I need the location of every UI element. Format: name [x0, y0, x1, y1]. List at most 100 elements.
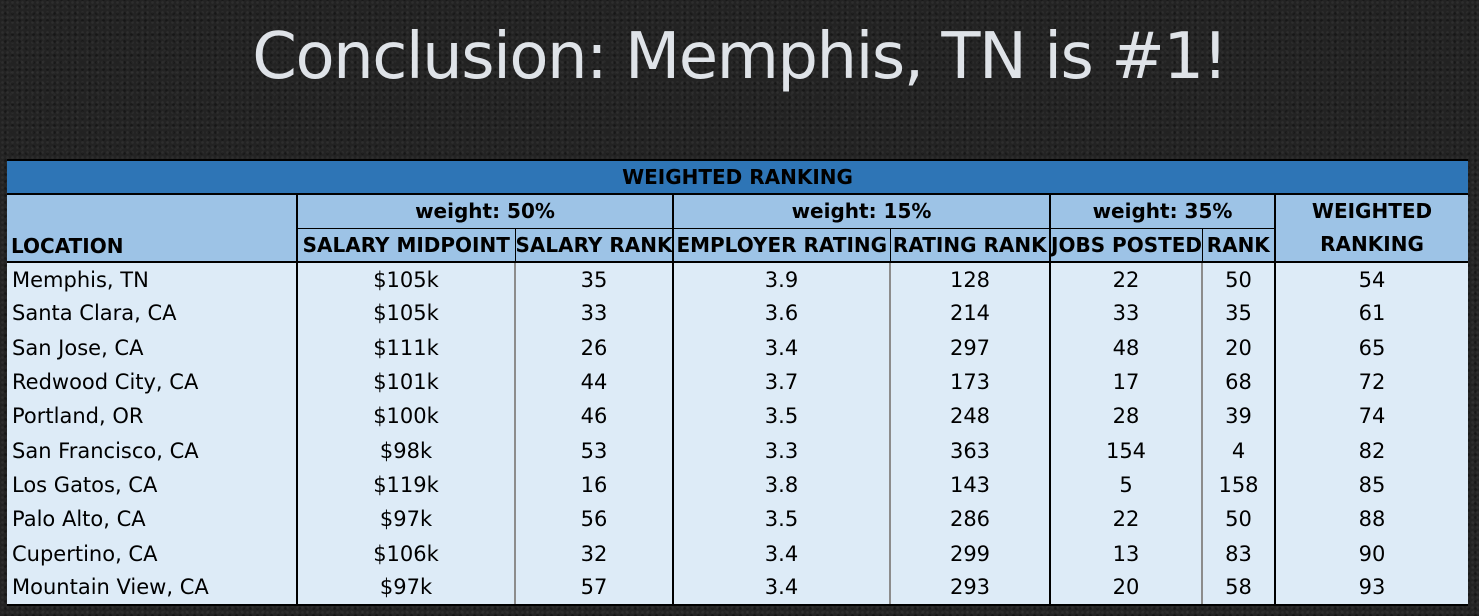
table-row: Mountain View, CA $97k 57 3.4 293 20 58 93: [7, 570, 1469, 606]
cell-weighted-ranking: 82: [1273, 433, 1469, 468]
cell-location: Santa Clara, CA: [12, 301, 177, 326]
table-row: Los Gatos, CA $119k 16 3.8 143 5 158 85: [7, 467, 1469, 503]
cell-salary-midpoint: $105k: [296, 296, 515, 331]
table-banner: WEIGHTED RANKING: [7, 159, 1469, 195]
cell-employer-rating: 3.8: [672, 467, 890, 503]
cell-jobs-posted: 28: [1049, 399, 1202, 434]
salary-midpoint-header: SALARY MIDPOINT: [296, 228, 515, 263]
cell-location: San Francisco, CA: [12, 438, 199, 463]
cell-location: Cupertino, CA: [12, 541, 158, 566]
cell-rating-rank: 248: [889, 399, 1050, 434]
cell-jobs-rank: 83: [1201, 536, 1275, 571]
cell-rating-rank: 297: [889, 330, 1050, 365]
cell-employer-rating: 3.4: [672, 570, 890, 606]
cell-weighted-ranking: 72: [1273, 364, 1469, 400]
cell-salary-midpoint: $106k: [296, 536, 515, 571]
cell-employer-rating: 3.4: [672, 330, 890, 365]
cell-employer-rating: 3.3: [672, 433, 890, 468]
cell-location: Portland, OR: [12, 404, 144, 429]
jobs-weight: weight: 35%: [1049, 194, 1275, 229]
cell-jobs-rank: 158: [1201, 467, 1275, 503]
cell-salary-midpoint: $100k: [296, 399, 515, 434]
location-header: LOCATION: [7, 194, 297, 263]
cell-salary-rank: 26: [514, 330, 673, 365]
salary-weight: weight: 50%: [296, 194, 673, 229]
jobs-posted-header: JOBS POSTED: [1049, 228, 1202, 263]
cell-salary-midpoint: $97k: [296, 570, 515, 606]
cell-rating-rank: 363: [889, 433, 1050, 468]
cell-weighted-ranking: 65: [1273, 330, 1469, 365]
table-row: Palo Alto, CA $97k 56 3.5 286 22 50 88: [7, 502, 1469, 537]
cell-rating-rank: 286: [889, 502, 1050, 537]
table-row: San Francisco, CA $98k 53 3.3 363 154 4 82: [7, 433, 1469, 468]
cell-salary-midpoint: $111k: [296, 330, 515, 365]
cell-salary-midpoint: $101k: [296, 364, 515, 400]
table-row: Santa Clara, CA $105k 33 3.6 214 33 35 61: [7, 296, 1469, 331]
cell-jobs-posted: 17: [1049, 364, 1202, 400]
cell-jobs-rank: 35: [1201, 296, 1275, 331]
cell-jobs-rank: 50: [1201, 502, 1275, 537]
cell-rating-rank: 128: [889, 262, 1050, 297]
cell-jobs-rank: 50: [1201, 262, 1275, 297]
cell-weighted-ranking: 88: [1273, 502, 1469, 537]
cell-rating-rank: 299: [889, 536, 1050, 571]
cell-location: Memphis, TN: [12, 267, 149, 292]
cell-weighted-ranking: 74: [1273, 399, 1469, 434]
cell-salary-rank: 44: [514, 364, 673, 400]
cell-salary-rank: 46: [514, 399, 673, 434]
table-row: Redwood City, CA $101k 44 3.7 173 17 68 72: [7, 364, 1469, 400]
cell-employer-rating: 3.5: [672, 502, 890, 537]
cell-employer-rating: 3.6: [672, 296, 890, 331]
cell-salary-rank: 32: [514, 536, 673, 571]
weighted-ranking-header: WEIGHTED RANKING: [1273, 194, 1469, 263]
cell-location: Mountain View, CA: [7, 570, 297, 606]
cell-jobs-rank: 39: [1201, 399, 1275, 434]
cell-salary-rank: 16: [514, 467, 673, 503]
rating-weight: weight: 15%: [672, 194, 1050, 229]
cell-jobs-posted: 48: [1049, 330, 1202, 365]
cell-location: San Jose, CA: [12, 335, 144, 360]
cell-weighted-ranking: 54: [1273, 262, 1469, 297]
cell-jobs-rank: 4: [1201, 433, 1275, 468]
cell-rating-rank: 293: [889, 570, 1050, 606]
cell-weighted-ranking: 61: [1273, 296, 1469, 331]
cell-weighted-ranking: 90: [1273, 536, 1469, 571]
cell-salary-midpoint: $97k: [296, 502, 515, 537]
cell-jobs-rank: 68: [1201, 364, 1275, 400]
cell-jobs-posted: 154: [1049, 433, 1202, 468]
cell-jobs-posted: 5: [1049, 467, 1202, 503]
table-row: San Jose, CA $111k 26 3.4 297 48 20 65: [7, 330, 1469, 365]
cell-weighted-ranking: 85: [1273, 467, 1469, 503]
cell-employer-rating: 3.9: [672, 262, 890, 297]
cell-location: Los Gatos, CA: [12, 472, 158, 497]
cell-rating-rank: 143: [889, 467, 1050, 503]
cell-salary-rank: 56: [514, 502, 673, 537]
cell-weighted-ranking: 93: [1273, 570, 1469, 606]
cell-salary-rank: 35: [514, 262, 673, 297]
weighted-ranking-table: WEIGHTED RANKING LOCATION weight: 50% we…: [7, 159, 1469, 606]
table-row: Portland, OR $100k 46 3.5 248 28 39 74: [7, 399, 1469, 434]
cell-employer-rating: 3.5: [672, 399, 890, 434]
cell-employer-rating: 3.7: [672, 364, 890, 400]
cell-rating-rank: 173: [889, 364, 1050, 400]
cell-jobs-posted: 22: [1049, 502, 1202, 537]
cell-salary-rank: 57: [514, 570, 673, 606]
slide-title: Conclusion: Memphis, TN is #1!: [252, 20, 1228, 94]
cell-salary-rank: 33: [514, 296, 673, 331]
table-row: Memphis, TN $105k 35 3.9 128 22 50 54: [7, 262, 1469, 297]
cell-salary-midpoint: $105k: [296, 262, 515, 297]
table-body: Memphis, TN $105k 35 3.9 128 22 50 54 Santa Clar…: [7, 262, 1469, 606]
cell-jobs-posted: 13: [1049, 536, 1202, 571]
cell-salary-rank: 53: [514, 433, 673, 468]
cell-rating-rank: 214: [889, 296, 1050, 331]
cell-salary-midpoint: $119k: [296, 467, 515, 503]
cell-jobs-posted: 22: [1049, 262, 1202, 297]
cell-jobs-rank: 58: [1201, 570, 1275, 606]
cell-location: Palo Alto, CA: [12, 507, 146, 532]
cell-jobs-rank: 20: [1201, 330, 1275, 365]
salary-rank-header: SALARY RANK: [514, 228, 673, 263]
jobs-rank-header: RANK: [1201, 228, 1275, 263]
table-row: Cupertino, CA $106k 32 3.4 299 13 83 90: [7, 536, 1469, 571]
employer-rating-header: EMPLOYER RATING: [672, 228, 890, 263]
rating-rank-header: RATING RANK: [889, 228, 1050, 263]
